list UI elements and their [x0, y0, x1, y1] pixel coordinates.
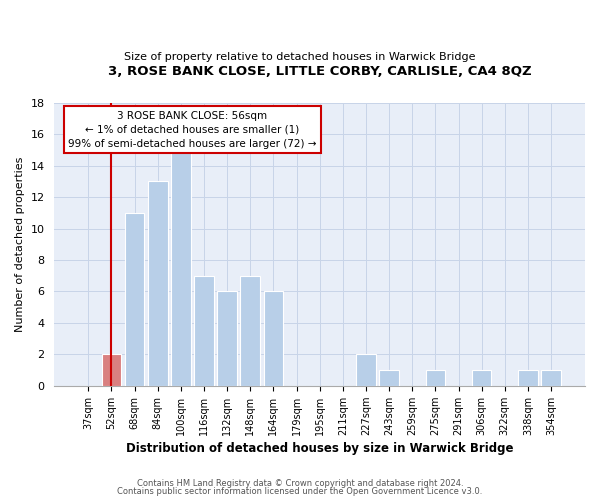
Bar	[125, 213, 145, 386]
Bar	[194, 276, 214, 386]
Bar	[472, 370, 491, 386]
Bar	[518, 370, 538, 386]
Y-axis label: Number of detached properties: Number of detached properties	[15, 156, 25, 332]
Text: 3 ROSE BANK CLOSE: 56sqm
← 1% of detached houses are smaller (1)
99% of semi-det: 3 ROSE BANK CLOSE: 56sqm ← 1% of detache…	[68, 110, 317, 148]
Text: Contains HM Land Registry data © Crown copyright and database right 2024.: Contains HM Land Registry data © Crown c…	[137, 478, 463, 488]
Text: Size of property relative to detached houses in Warwick Bridge: Size of property relative to detached ho…	[124, 52, 476, 62]
Bar	[379, 370, 399, 386]
Bar	[101, 354, 121, 386]
Text: Contains public sector information licensed under the Open Government Licence v3: Contains public sector information licen…	[118, 487, 482, 496]
Title: 3, ROSE BANK CLOSE, LITTLE CORBY, CARLISLE, CA4 8QZ: 3, ROSE BANK CLOSE, LITTLE CORBY, CARLIS…	[108, 65, 532, 78]
Bar	[263, 292, 283, 386]
Bar	[425, 370, 445, 386]
Bar	[148, 182, 167, 386]
Bar	[217, 292, 237, 386]
Bar	[241, 276, 260, 386]
Bar	[356, 354, 376, 386]
X-axis label: Distribution of detached houses by size in Warwick Bridge: Distribution of detached houses by size …	[126, 442, 514, 455]
Bar	[171, 150, 191, 386]
Bar	[541, 370, 561, 386]
